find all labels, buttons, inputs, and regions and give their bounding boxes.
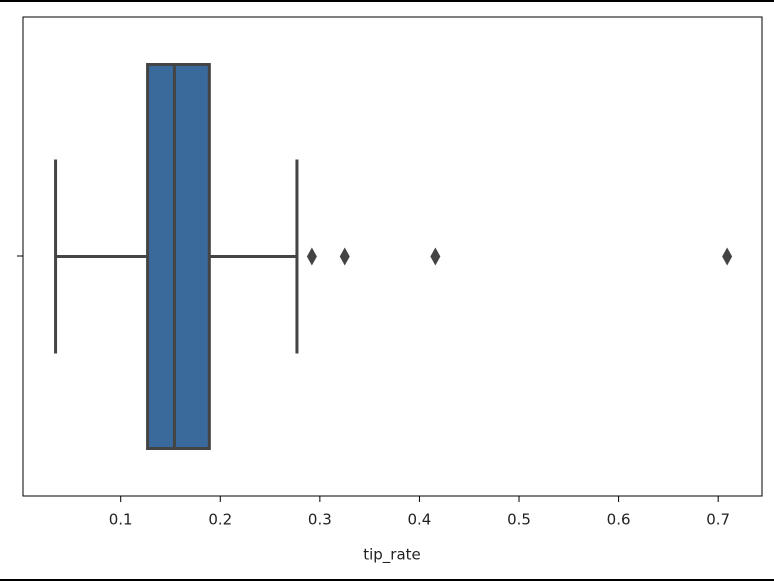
box [146,63,211,450]
x-axis-label: tip_rate [363,546,421,565]
frame-bottom [0,579,774,581]
x-tick-label: 0.1 [109,511,133,529]
frame-top [0,0,774,2]
x-tick-label: 0.4 [408,511,432,529]
flier [430,247,441,266]
flier [722,247,733,266]
x-tick-label: 0.3 [308,511,332,529]
x-tick-label: 0.5 [507,511,531,529]
x-tick-label: 0.2 [208,511,232,529]
flier [306,247,317,266]
x-tick-label: 0.6 [607,511,631,529]
flier [339,247,350,266]
x-tick-label: 0.7 [706,511,730,529]
